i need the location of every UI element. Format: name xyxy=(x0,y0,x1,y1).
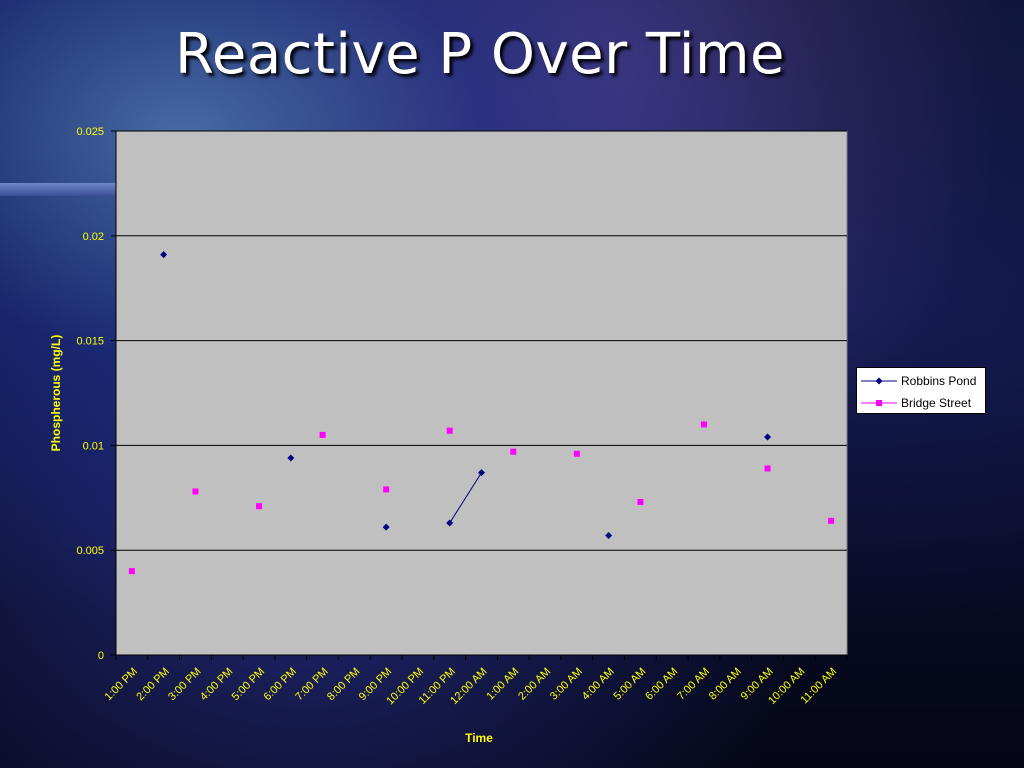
point-robbins-pond xyxy=(287,454,295,462)
slide-title: Reactive P Over Time xyxy=(175,22,785,87)
y-tick-label: 0.01 xyxy=(83,440,104,452)
x-tick-label: 5:00 PM xyxy=(230,666,267,703)
x-ticks: 1:00 PM2:00 PM3:00 PM4:00 PM5:00 PM6:00 … xyxy=(103,655,848,707)
point-bridge-street xyxy=(446,427,453,434)
accent-bar xyxy=(0,183,116,196)
y-tick-label: 0.025 xyxy=(76,126,104,138)
point-bridge-street xyxy=(573,450,580,457)
y-tick-label: 0 xyxy=(98,650,104,662)
x-tick-label: 7:00 PM xyxy=(293,666,330,703)
point-bridge-street xyxy=(700,421,707,428)
point-robbins-pond xyxy=(605,532,613,540)
x-axis-title: Time xyxy=(465,731,493,745)
point-robbins-pond xyxy=(764,433,772,441)
point-bridge-street xyxy=(828,517,835,524)
point-bridge-street xyxy=(192,488,199,495)
square-marker-icon xyxy=(861,400,897,406)
y-ticks: 0 0.005 0.01 0.015 0.02 0.025 xyxy=(76,126,116,662)
legend: Robbins Pond Bridge Street xyxy=(856,367,986,414)
series-layer xyxy=(128,251,835,575)
y-axis-title: Phospherous (mg/L) xyxy=(49,335,63,452)
x-tick-label: 4:00 PM xyxy=(198,666,235,703)
x-tick-label: 1:00 PM xyxy=(103,666,140,703)
x-tick-label: 4:00 AM xyxy=(580,666,617,703)
plot-area xyxy=(115,130,848,656)
y-tick-label: 0.005 xyxy=(76,545,104,557)
point-robbins-pond xyxy=(446,519,454,527)
x-tick-label: 3:00 AM xyxy=(548,666,585,703)
legend-label: Bridge Street xyxy=(901,396,972,410)
point-bridge-street xyxy=(764,465,771,472)
x-tick-label: 5:00 AM xyxy=(612,666,649,703)
x-tick-label: 6:00 PM xyxy=(261,666,298,703)
legend-label: Robbins Pond xyxy=(901,374,977,388)
legend-item-robbins-pond: Robbins Pond xyxy=(861,372,976,390)
legend-item-bridge-street: Bridge Street xyxy=(861,394,971,412)
x-tick-label: 3:00 PM xyxy=(166,666,203,703)
x-tick-label: 2:00 AM xyxy=(516,666,553,703)
y-tick-label: 0.02 xyxy=(83,231,104,243)
point-bridge-street xyxy=(319,431,326,438)
series-line-robbins-pond xyxy=(449,472,482,524)
x-tick-label: 6:00 AM xyxy=(643,666,680,703)
point-bridge-street xyxy=(637,498,644,505)
point-bridge-street xyxy=(128,568,135,575)
x-tick-label: 8:00 AM xyxy=(707,666,744,703)
point-bridge-street xyxy=(383,486,390,493)
point-bridge-street xyxy=(256,503,263,510)
point-robbins-pond xyxy=(478,469,485,477)
point-robbins-pond xyxy=(382,523,390,531)
gridlines xyxy=(116,130,847,551)
x-tick-label: 1:00 AM xyxy=(484,666,521,703)
x-tick-label: 7:00 AM xyxy=(675,666,712,703)
x-tick-label: 8:00 PM xyxy=(325,666,362,703)
diamond-marker-icon xyxy=(861,377,897,385)
x-tick-label: 2:00 PM xyxy=(134,666,171,703)
point-bridge-street xyxy=(510,448,517,455)
y-tick-label: 0.015 xyxy=(76,336,104,348)
point-robbins-pond xyxy=(160,251,168,259)
